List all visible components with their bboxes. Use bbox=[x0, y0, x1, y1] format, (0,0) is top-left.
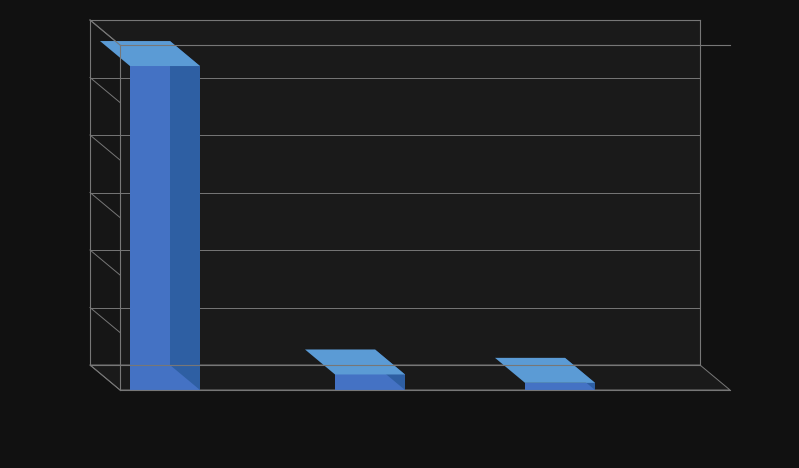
Polygon shape bbox=[130, 66, 200, 390]
Polygon shape bbox=[495, 358, 595, 383]
Polygon shape bbox=[565, 358, 595, 390]
Polygon shape bbox=[375, 350, 405, 390]
Polygon shape bbox=[90, 365, 730, 390]
Polygon shape bbox=[100, 41, 200, 66]
Polygon shape bbox=[90, 20, 700, 365]
Polygon shape bbox=[335, 374, 405, 390]
Polygon shape bbox=[90, 20, 120, 390]
Polygon shape bbox=[525, 383, 595, 390]
Polygon shape bbox=[305, 350, 405, 374]
Polygon shape bbox=[170, 41, 200, 390]
